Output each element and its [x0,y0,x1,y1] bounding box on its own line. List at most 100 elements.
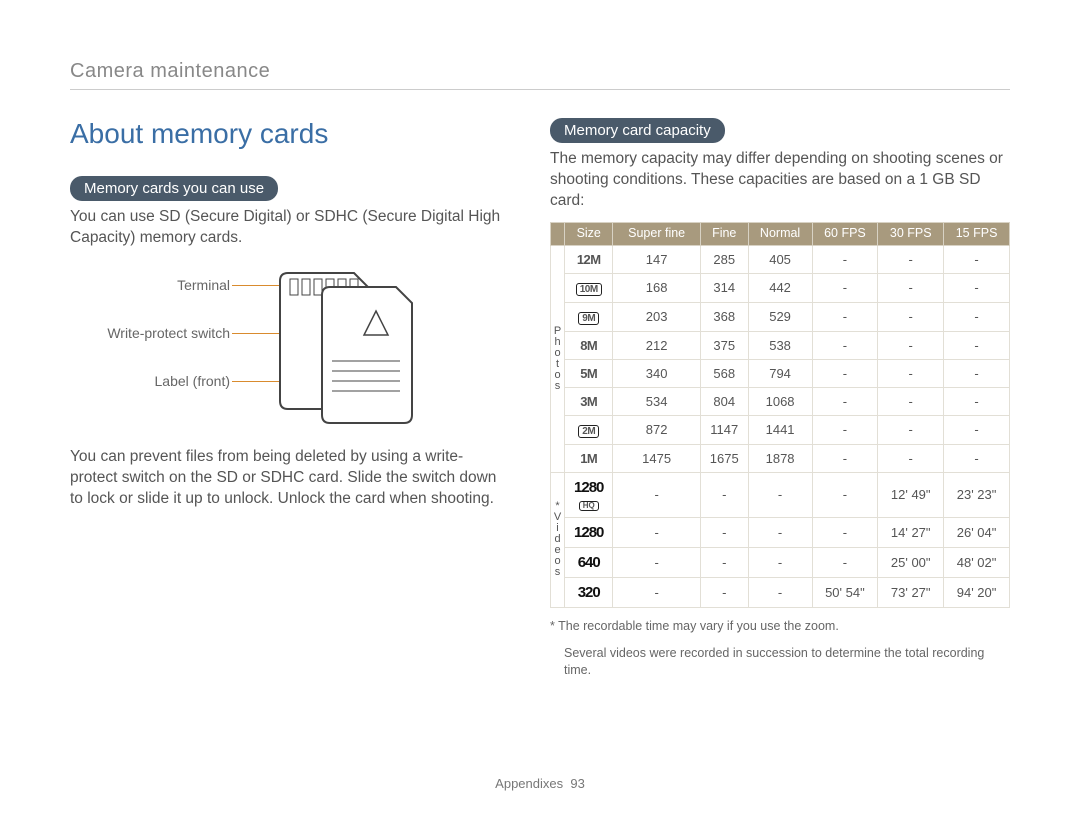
cell-size: 3M [565,387,613,415]
cell-empty: - [944,331,1010,359]
cell-value: - [812,518,878,548]
cell-value: 804 [700,387,748,415]
paragraph-sd-sdhc: You can use SD (Secure Digital) or SDHC … [70,207,510,249]
table-row: 8M212375538--- [551,331,1010,359]
table-row: 10M168314442--- [551,273,1010,302]
table-row: Photos12M147285405--- [551,245,1010,273]
cell-value: - [812,472,878,518]
cell-size: 320 [565,578,613,608]
cell-value: 25' 00" [878,548,944,578]
cell-value: 203 [613,302,700,331]
cell-value: 1675 [700,444,748,472]
cell-size: 1280 [565,518,613,548]
cell-value: 1068 [748,387,812,415]
subhead-cards-you-can-use: Memory cards you can use [70,176,278,201]
th-normal: Normal [748,222,812,245]
cell-empty: - [700,548,748,578]
page-title: About memory cards [70,118,510,150]
cell-value: 314 [700,273,748,302]
cell-value: 794 [748,359,812,387]
cell-empty: - [878,387,944,415]
label-write-protect: Write-protect switch [70,325,230,341]
sd-card-icon [270,265,470,425]
cell-empty: - [748,548,812,578]
cell-value: 375 [700,331,748,359]
table-row: 3M5348041068--- [551,387,1010,415]
cell-value: 14' 27" [878,518,944,548]
cell-empty: - [944,444,1010,472]
cell-empty: - [748,518,812,548]
breadcrumb: Camera maintenance [70,60,1010,90]
table-row: *Videos1280HQ----12' 49"23' 23" [551,472,1010,518]
cell-value: 1878 [748,444,812,472]
subhead-capacity: Memory card capacity [550,118,725,143]
cell-empty: - [944,273,1010,302]
cell-size: 12M [565,245,613,273]
cell-value: 568 [700,359,748,387]
cell-empty: - [812,359,878,387]
cell-value: 94' 20" [944,578,1010,608]
cell-empty: - [700,578,748,608]
capacity-table: Size Super fine Fine Normal 60 FPS 30 FP… [550,222,1010,609]
cell-value: 1147 [700,415,748,444]
cell-value: 285 [700,245,748,273]
paragraph-capacity-intro: The memory capacity may differ depending… [550,149,1010,212]
cell-value: 529 [748,302,812,331]
th-60fps: 60 FPS [812,222,878,245]
cell-size: 1280HQ [565,472,613,518]
sd-card-diagram: Terminal Write-protect switch Label (fro… [70,263,510,433]
cell-value: 147 [613,245,700,273]
label-terminal: Terminal [70,277,230,293]
cell-value: 48' 02" [944,548,1010,578]
cell-empty: - [812,387,878,415]
cell-value: 1441 [748,415,812,444]
footnote-succession: Several videos were recorded in successi… [550,645,1010,679]
cell-size: 10M [565,273,613,302]
row-group-photos: Photos [551,245,565,472]
cell-empty: - [878,415,944,444]
cell-size: 8M [565,331,613,359]
th-superfine: Super fine [613,222,700,245]
page-footer: Appendixes 93 [0,776,1080,791]
th-15fps: 15 FPS [944,222,1010,245]
cell-empty: - [812,273,878,302]
cell-value: 23' 23" [944,472,1010,518]
cell-value: 50' 54" [812,578,878,608]
cell-empty: - [878,245,944,273]
label-front: Label (front) [70,373,230,389]
cell-value: 340 [613,359,700,387]
cell-value: 26' 04" [944,518,1010,548]
cell-empty: - [944,415,1010,444]
cell-empty: - [812,302,878,331]
table-row: 2M87211471441--- [551,415,1010,444]
cell-size: 9M [565,302,613,331]
row-group-videos: *Videos [551,472,565,608]
th-30fps: 30 FPS [878,222,944,245]
cell-empty: - [613,472,700,518]
footnote-zoom: * The recordable time may vary if you us… [550,618,1010,635]
cell-empty: - [878,444,944,472]
table-row: 320---50' 54"73' 27"94' 20" [551,578,1010,608]
cell-value: 368 [700,302,748,331]
cell-empty: - [944,387,1010,415]
th-size: Size [565,222,613,245]
cell-value: 534 [613,387,700,415]
cell-value: 442 [748,273,812,302]
cell-value: 405 [748,245,812,273]
cell-size: 1M [565,444,613,472]
table-row: 1M147516751878--- [551,444,1010,472]
cell-value: 168 [613,273,700,302]
cell-empty: - [878,359,944,387]
cell-size: 5M [565,359,613,387]
th-fine: Fine [700,222,748,245]
cell-size: 2M [565,415,613,444]
cell-empty: - [613,548,700,578]
cell-empty: - [812,245,878,273]
cell-empty: - [812,331,878,359]
table-row: 640----25' 00"48' 02" [551,548,1010,578]
cell-empty: - [700,472,748,518]
cell-value: - [812,548,878,578]
cell-value: 73' 27" [878,578,944,608]
cell-value: 872 [613,415,700,444]
paragraph-write-protect: You can prevent files from being deleted… [70,447,510,510]
